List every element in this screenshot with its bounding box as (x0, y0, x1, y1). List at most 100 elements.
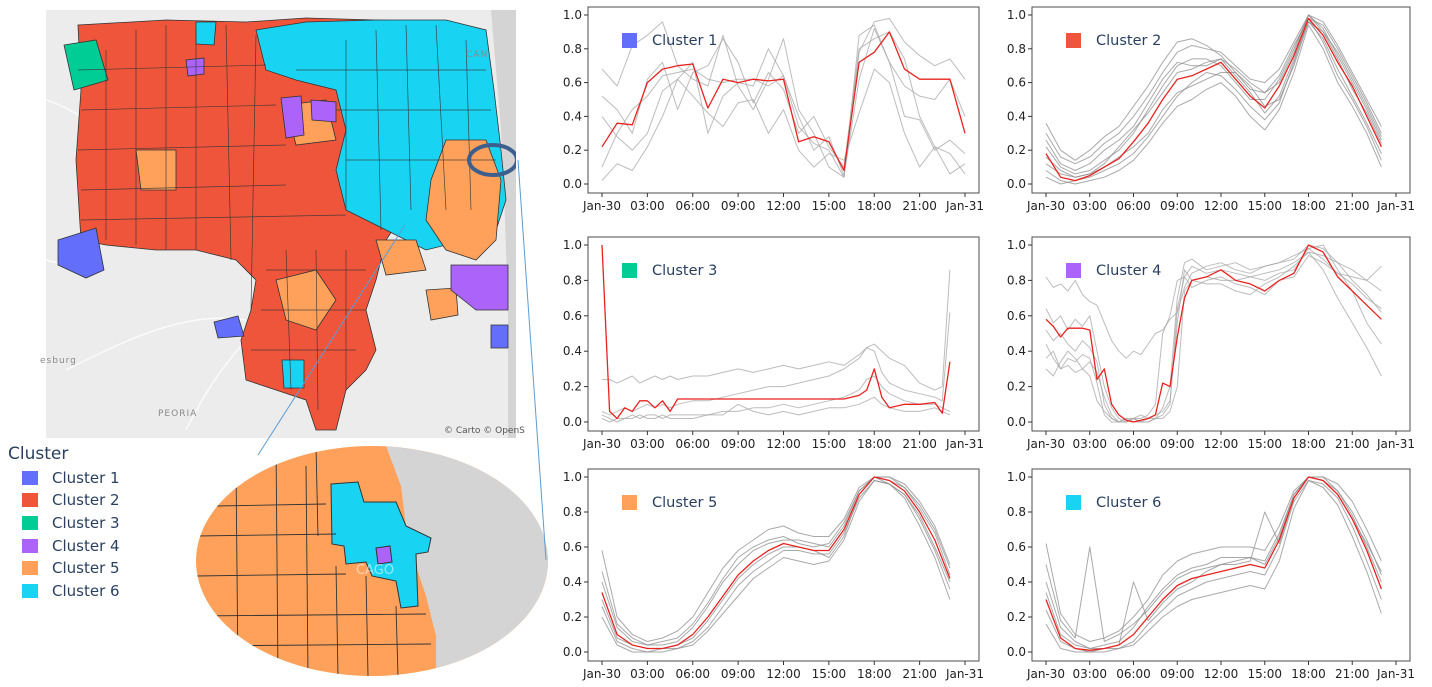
plot-frame (587, 468, 980, 662)
x-tick-label: Jan-30 (1026, 437, 1065, 451)
y-tick-label: 1.0 (563, 8, 582, 22)
x-tick-label: Jan-31 (1376, 437, 1415, 451)
chart-legend-label: Cluster 4 (1096, 263, 1161, 279)
x-tick-label: 15:00 (812, 667, 847, 681)
legend-marker (622, 495, 637, 510)
x-tick-label: 21:00 (902, 667, 937, 681)
region-cluster-4[interactable] (450, 264, 509, 311)
zoom-region-cluster-4[interactable] (375, 545, 393, 565)
region-cluster-3[interactable] (63, 39, 109, 91)
region-cluster-5[interactable] (425, 139, 502, 261)
chart-legend-label: Cluster 2 (1096, 33, 1161, 49)
member-series-line (1045, 24, 1382, 185)
x-tick-label: Jan-30 (582, 437, 621, 451)
y-tick-label: 0.0 (1007, 177, 1026, 191)
member-series-line (1045, 255, 1382, 423)
x-tick-label: 09:00 (1160, 437, 1195, 451)
y-tick-label: 0.2 (1007, 610, 1026, 624)
x-tick-label: 18:00 (1291, 199, 1326, 213)
x-tick-label: 09:00 (721, 667, 756, 681)
legend-swatch (22, 539, 38, 553)
chart-legend-label: Cluster 1 (652, 33, 717, 49)
y-tick-label: 0.8 (1007, 505, 1026, 519)
zoom-region-cluster-6[interactable] (330, 481, 432, 609)
y-tick-label: 0.6 (1007, 309, 1026, 323)
member-series-line (601, 396, 951, 423)
y-tick-label: 0.6 (1007, 540, 1026, 554)
region-cluster-6[interactable] (281, 359, 305, 389)
x-tick-label: 18:00 (857, 199, 892, 213)
region-cluster-1[interactable] (57, 227, 105, 279)
region-cluster-1[interactable] (213, 315, 245, 339)
chart-legend-label: Cluster 3 (652, 263, 717, 279)
x-tick-label: 03:00 (1072, 667, 1107, 681)
x-tick-label: 18:00 (1291, 667, 1326, 681)
member-series-line (1045, 21, 1382, 178)
legend-swatch (22, 471, 38, 485)
member-series-line (601, 375, 951, 423)
x-tick-label: Jan-31 (945, 437, 984, 451)
x-tick-label: Jan-30 (1026, 667, 1065, 681)
member-series-line (602, 269, 951, 391)
region-cluster-1[interactable] (490, 324, 509, 349)
x-tick-label: Jan-31 (1376, 199, 1415, 213)
y-tick-label: 0.4 (1007, 344, 1026, 358)
map-label-can: CAN (466, 50, 489, 60)
legend-item-cluster-4[interactable]: Cluster 4 (22, 536, 120, 556)
legend-swatch (22, 516, 38, 530)
x-tick-label: 03:00 (1072, 437, 1107, 451)
region-cluster-4[interactable] (310, 99, 337, 123)
centroid-series-line (601, 476, 951, 650)
y-tick-label: 1.0 (1007, 238, 1026, 252)
region-cluster-5[interactable] (135, 149, 177, 191)
legend-label: Cluster 3 (52, 514, 120, 532)
y-tick-label: 0.8 (563, 42, 582, 56)
region-cluster-5[interactable] (425, 287, 459, 321)
member-series-line (1045, 17, 1382, 185)
region-cluster-4[interactable] (280, 95, 305, 139)
x-tick-label: 03:00 (630, 437, 665, 451)
legend-swatch (22, 561, 38, 575)
legend-label: Cluster 4 (52, 537, 120, 555)
cluster-choropleth-map[interactable] (46, 10, 516, 438)
y-tick-label: 1.0 (563, 470, 582, 484)
chart-cluster-4: 0.0 0.2 0.4 0.6 0.8 1.0 Jan-30 03:00 06:00 09:00 1… (1000, 235, 1418, 453)
member-series-line (1045, 17, 1382, 161)
zoom-city-label: CAGO (356, 563, 394, 578)
x-tick-label: 09:00 (1160, 667, 1195, 681)
x-tick-label: 21:00 (1335, 437, 1370, 451)
centroid-series-line (601, 244, 951, 420)
y-tick-label: 0.2 (563, 610, 582, 624)
x-tick-label: 12:00 (1204, 667, 1239, 681)
y-tick-label: 0.8 (563, 505, 582, 519)
legend-item-cluster-6[interactable]: Cluster 6 (22, 581, 120, 601)
member-series-line (601, 31, 966, 175)
x-tick-label: 12:00 (766, 199, 801, 213)
region-cluster-6[interactable] (195, 21, 217, 46)
zoom-inset-map[interactable]: CAGO (196, 446, 548, 676)
member-series-line (1045, 251, 1382, 423)
legend-label: Cluster 6 (52, 582, 120, 600)
x-tick-label: Jan-30 (582, 199, 621, 213)
legend-item-cluster-2[interactable]: Cluster 2 (22, 490, 120, 510)
x-tick-label: Jan-31 (945, 667, 984, 681)
x-tick-label: Jan-31 (1376, 667, 1415, 681)
y-tick-label: 0.8 (563, 273, 582, 287)
centroid-series-line (1045, 17, 1382, 182)
y-tick-label: 0.6 (563, 76, 582, 90)
x-tick-label: 21:00 (1335, 199, 1370, 213)
y-tick-label: 0.2 (563, 380, 582, 394)
x-tick-label: 06:00 (675, 667, 710, 681)
y-tick-label: 0.4 (1007, 575, 1026, 589)
legend-item-cluster-5[interactable]: Cluster 5 (22, 558, 120, 578)
chart-svg: 0.0 0.2 0.4 0.6 0.8 1.0 Jan-30 03:00 06:00 09:00 1… (1007, 236, 1415, 451)
legend-title: Cluster (8, 444, 69, 464)
x-tick-label: 09:00 (721, 437, 756, 451)
centroid-series-line (1045, 244, 1382, 423)
legend-item-cluster-1[interactable]: Cluster 1 (22, 468, 120, 488)
legend-marker (622, 263, 637, 278)
y-tick-label: 0.0 (1007, 415, 1026, 429)
map-label-peoria: PEORIA (158, 409, 198, 419)
centroid-series-line (601, 31, 966, 172)
legend-item-cluster-3[interactable]: Cluster 3 (22, 513, 120, 533)
